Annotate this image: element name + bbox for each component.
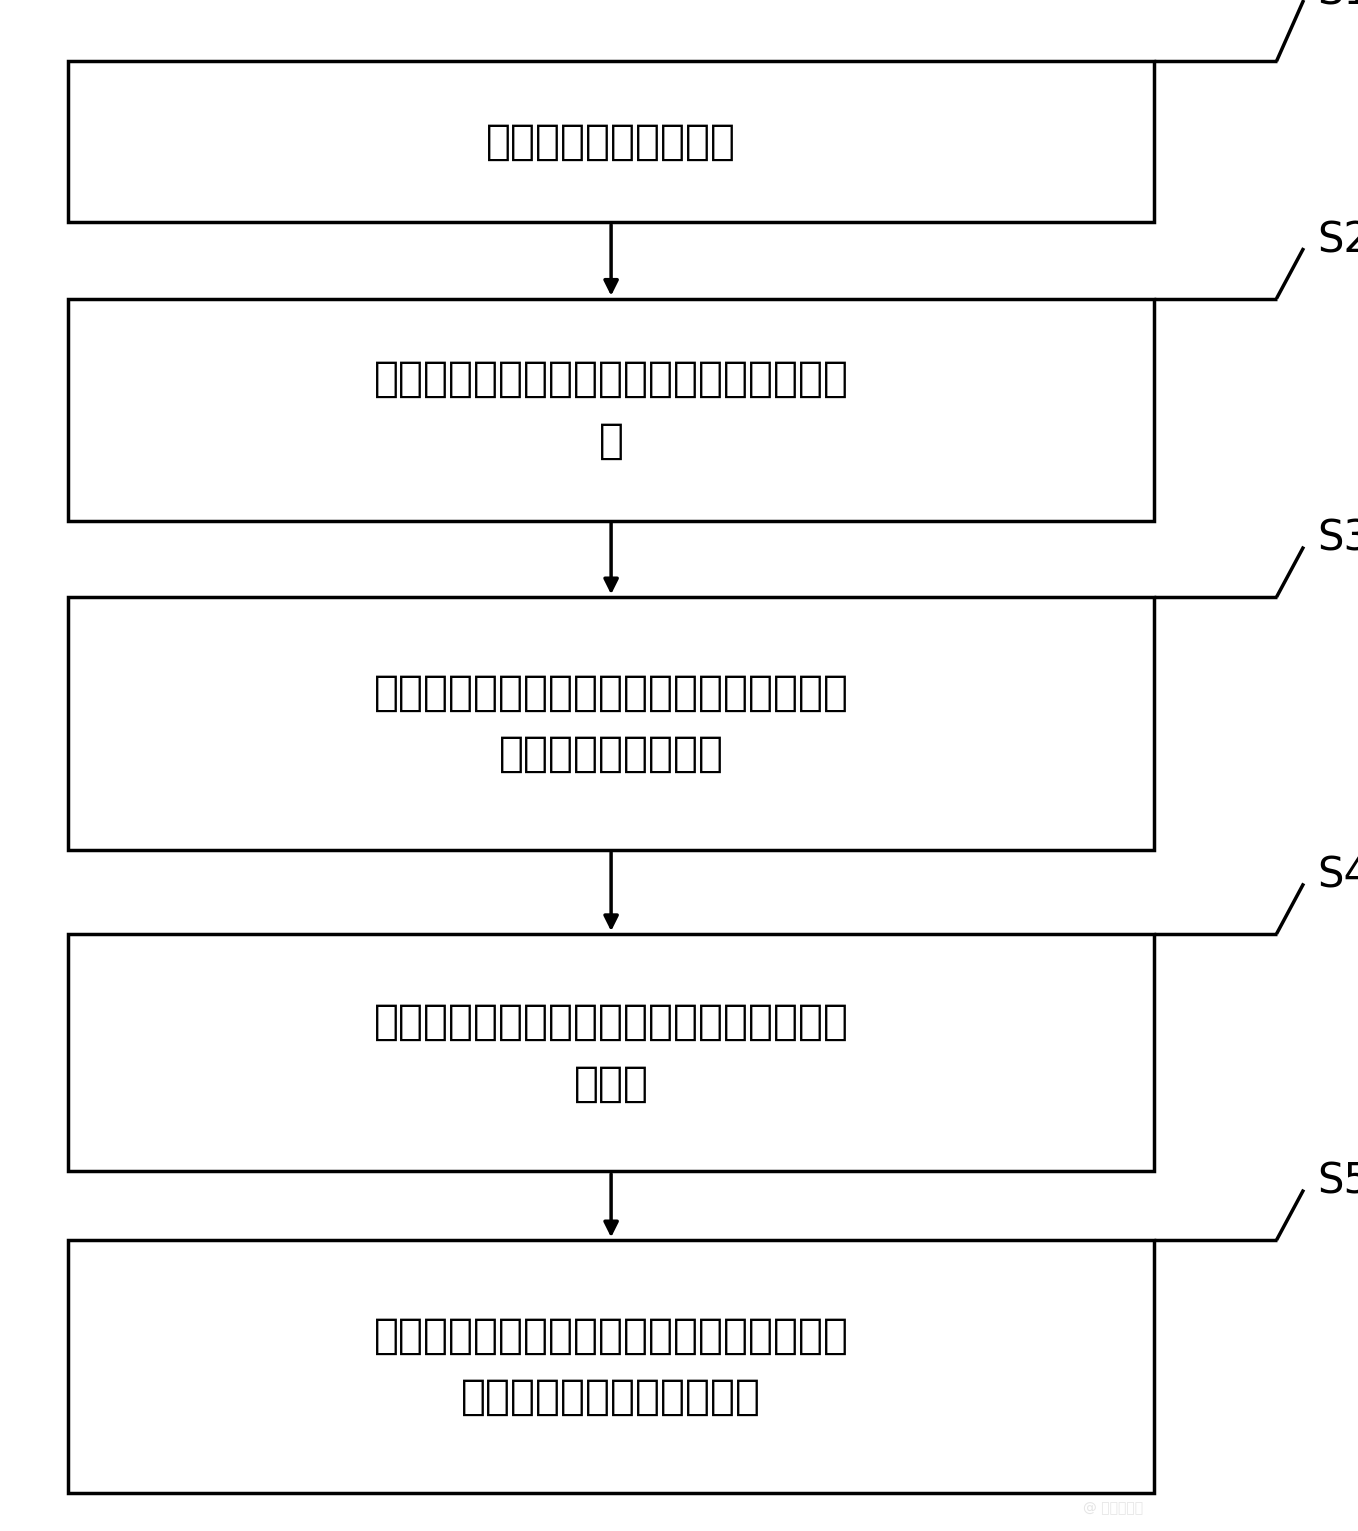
Bar	[68, 597, 1154, 850]
Text: 若所述芯片高度信息满足预设合格条件，则
判定所述芯片粘接质量合格: 若所述芯片高度信息满足预设合格条件，则 判定所述芯片粘接质量合格	[373, 1315, 849, 1418]
Bar	[68, 1240, 1154, 1493]
Text: S50: S50	[1317, 1160, 1358, 1203]
Text: @ 中国目录网: @ 中国目录网	[1084, 1502, 1143, 1516]
Text: S10: S10	[1317, 0, 1358, 14]
Text: 在贴片加工完成后，获取所述芯片的芯片高
度信息: 在贴片加工完成后，获取所述芯片的芯片高 度信息	[373, 1001, 849, 1104]
Text: S20: S20	[1317, 219, 1358, 262]
Text: 根据所述胶水外观图像信息得到胶水高度信
息: 根据所述胶水外观图像信息得到胶水高度信 息	[373, 358, 849, 461]
Text: 在所述胶水高度信息满足贴片加工条件时，
对芯片进行贴片加工: 在所述胶水高度信息满足贴片加工条件时， 对芯片进行贴片加工	[373, 672, 849, 775]
Text: S30: S30	[1317, 517, 1358, 560]
Bar	[68, 299, 1154, 521]
Bar	[68, 934, 1154, 1171]
Text: 获取胶水外观图像信息: 获取胶水外观图像信息	[486, 121, 736, 162]
Text: S40: S40	[1317, 854, 1358, 897]
Bar	[68, 61, 1154, 222]
